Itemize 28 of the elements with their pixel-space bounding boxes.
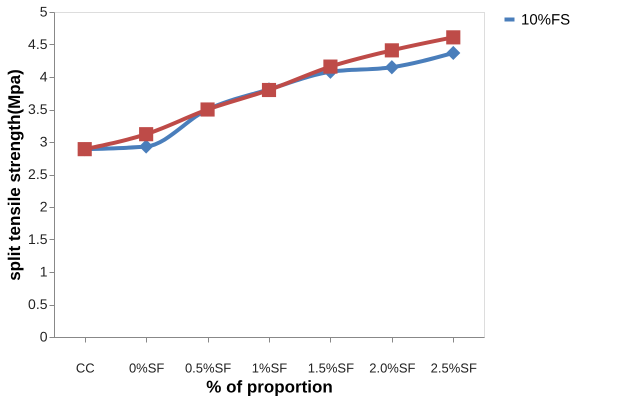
point — [384, 60, 399, 74]
y-tick-label: 3.5 — [28, 101, 48, 117]
x-tick-label: 2.5%SF — [430, 360, 477, 376]
x-tick-label: 0.5%SF — [184, 360, 232, 376]
point — [139, 127, 154, 142]
y-axis-title: split tensile strength(Mpa) — [5, 69, 24, 281]
x-tick-label: 1.5%SF — [308, 360, 354, 376]
x-tick-label: 2.0%SF — [369, 360, 416, 376]
point — [384, 43, 399, 58]
y-tick-label: 0 — [40, 328, 48, 344]
y-tick-label: 3 — [40, 134, 48, 150]
point — [139, 139, 154, 154]
y-tick-label: 0.5 — [28, 296, 48, 312]
x-tick-label: 0%SF — [128, 360, 164, 376]
y-tick-label: 2.5 — [28, 166, 48, 182]
y-tick-label: 1.5 — [28, 231, 48, 247]
legend-label: 10%FS — [521, 12, 570, 28]
x-tick-label: 1%SF — [252, 360, 288, 376]
x-tick-label: CC — [76, 360, 95, 376]
y-tick-label: 4 — [40, 68, 48, 84]
point — [323, 60, 338, 74]
y-tick-label: 2 — [40, 198, 48, 214]
point — [446, 30, 460, 44]
point — [446, 46, 460, 60]
y-tick-label: 5 — [40, 4, 48, 20]
y-tick-label: 1 — [40, 264, 48, 280]
x-axis-title: % of proportion — [206, 378, 333, 396]
y-tick-label: 4.5 — [28, 36, 48, 52]
